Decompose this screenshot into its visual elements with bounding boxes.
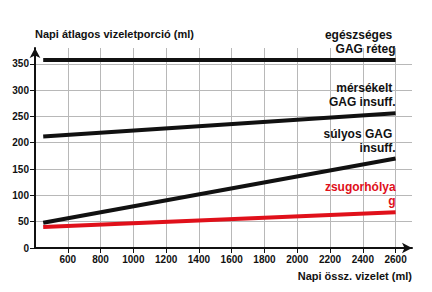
svg-text:g: g: [388, 194, 395, 208]
svg-text:2200: 2200: [319, 254, 342, 265]
svg-text:300: 300: [12, 85, 29, 96]
svg-text:insuff.: insuff.: [360, 141, 396, 155]
svg-text:Napi átlagos vizeletporció (ml: Napi átlagos vizeletporció (ml): [35, 28, 194, 40]
svg-text:2600: 2600: [384, 254, 407, 265]
svg-text:100: 100: [12, 190, 29, 201]
svg-text:1000: 1000: [122, 254, 145, 265]
svg-text:250: 250: [12, 111, 29, 122]
svg-text:GAG réteg: GAG réteg: [336, 42, 396, 56]
svg-text:200: 200: [12, 137, 29, 148]
svg-text:1800: 1800: [253, 254, 276, 265]
svg-text:150: 150: [12, 164, 29, 175]
svg-text:50: 50: [18, 216, 30, 227]
svg-text:egészséges: egészséges: [325, 28, 396, 42]
svg-text:Napi össz. vizelet (ml): Napi össz. vizelet (ml): [298, 270, 413, 282]
svg-text:zsugorhólya: zsugorhólya: [325, 180, 396, 194]
svg-text:2400: 2400: [352, 254, 375, 265]
svg-text:350: 350: [12, 58, 29, 69]
svg-text:800: 800: [92, 254, 109, 265]
svg-text:GAG insuff.: GAG insuff.: [329, 95, 396, 109]
svg-text:600: 600: [59, 254, 76, 265]
svg-text:1600: 1600: [221, 254, 244, 265]
svg-text:1400: 1400: [188, 254, 211, 265]
svg-text:2000: 2000: [286, 254, 309, 265]
svg-text:mérsékelt: mérsékelt: [336, 81, 395, 95]
svg-text:0: 0: [23, 243, 29, 254]
svg-text:súlyos GAG: súlyos GAG: [324, 127, 396, 141]
svg-text:1200: 1200: [155, 254, 178, 265]
